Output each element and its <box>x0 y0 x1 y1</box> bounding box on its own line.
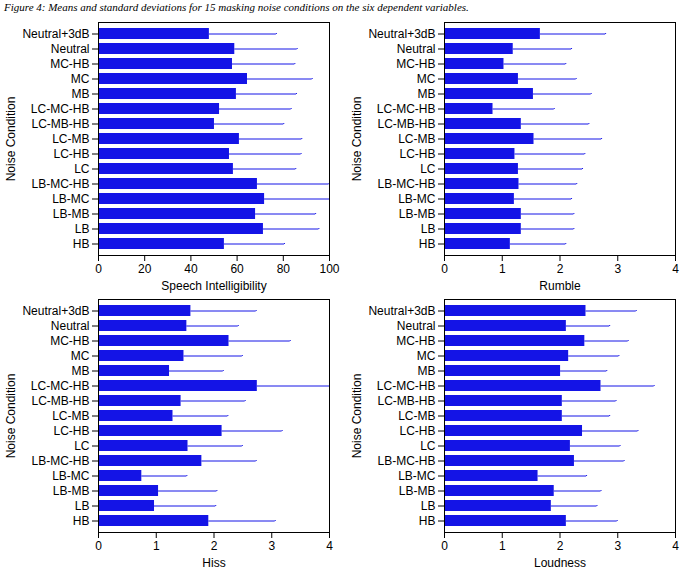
svg-text:2: 2 <box>557 539 564 553</box>
svg-text:MB: MB <box>418 364 436 378</box>
svg-text:LC-HB: LC-HB <box>399 424 435 438</box>
svg-text:2: 2 <box>211 539 218 553</box>
svg-text:Neutral+3dB: Neutral+3dB <box>22 304 89 318</box>
svg-text:20: 20 <box>138 262 152 276</box>
svg-text:LC-HB: LC-HB <box>53 147 89 161</box>
svg-text:MC-HB: MC-HB <box>396 334 435 348</box>
svg-text:LC-HB: LC-HB <box>53 424 89 438</box>
svg-text:Speech Intelligibility: Speech Intelligibility <box>161 279 266 293</box>
svg-text:LB-MC-HB: LB-MC-HB <box>31 454 89 468</box>
svg-text:MB: MB <box>72 87 90 101</box>
svg-text:LC-MC-HB: LC-MC-HB <box>377 379 436 393</box>
svg-text:0: 0 <box>95 539 102 553</box>
svg-text:LC-MB-HB: LC-MB-HB <box>31 394 89 408</box>
svg-text:LB: LB <box>75 222 90 236</box>
svg-text:Hiss: Hiss <box>202 556 225 570</box>
svg-text:MC: MC <box>71 72 90 86</box>
svg-text:MC-HB: MC-HB <box>50 334 89 348</box>
svg-text:LC: LC <box>74 439 90 453</box>
svg-text:0: 0 <box>95 262 102 276</box>
svg-text:LB-MC: LB-MC <box>52 192 90 206</box>
svg-text:3: 3 <box>614 539 621 553</box>
svg-text:3: 3 <box>268 539 275 553</box>
svg-text:60: 60 <box>230 262 244 276</box>
svg-text:MB: MB <box>72 364 90 378</box>
svg-text:LC: LC <box>420 162 436 176</box>
svg-text:LC-MC-HB: LC-MC-HB <box>31 102 90 116</box>
svg-text:MC: MC <box>417 72 436 86</box>
svg-text:LB: LB <box>75 499 90 513</box>
svg-text:40: 40 <box>184 262 198 276</box>
svg-text:HB: HB <box>73 237 90 251</box>
svg-text:LB-MC-HB: LB-MC-HB <box>377 177 435 191</box>
svg-text:LC-MB-HB: LC-MB-HB <box>377 117 435 131</box>
svg-text:Loudness: Loudness <box>534 556 586 570</box>
svg-text:LB: LB <box>421 499 436 513</box>
svg-text:4: 4 <box>326 539 333 553</box>
svg-text:Neutral: Neutral <box>397 319 436 333</box>
svg-text:80: 80 <box>277 262 291 276</box>
svg-text:1: 1 <box>499 262 506 276</box>
svg-text:LB-MB: LB-MB <box>399 207 436 221</box>
svg-text:100: 100 <box>319 262 339 276</box>
svg-text:LB-MB: LB-MB <box>53 207 90 221</box>
svg-text:Rumble: Rumble <box>539 279 581 293</box>
svg-text:Neutral+3dB: Neutral+3dB <box>368 27 435 41</box>
svg-text:LB: LB <box>421 222 436 236</box>
svg-text:Noise Condition: Noise Condition <box>4 374 18 459</box>
svg-text:2: 2 <box>557 262 564 276</box>
svg-text:LC-MB: LC-MB <box>52 409 89 423</box>
svg-text:LB-MB: LB-MB <box>399 484 436 498</box>
svg-text:0: 0 <box>441 262 448 276</box>
svg-text:LC-MB-HB: LC-MB-HB <box>377 394 435 408</box>
svg-text:LC: LC <box>74 162 90 176</box>
svg-text:MC-HB: MC-HB <box>50 57 89 71</box>
svg-text:0: 0 <box>441 539 448 553</box>
svg-text:MC-HB: MC-HB <box>396 57 435 71</box>
svg-text:LC-MB-HB: LC-MB-HB <box>31 117 89 131</box>
svg-text:LC-HB: LC-HB <box>399 147 435 161</box>
svg-text:Noise Condition: Noise Condition <box>350 97 364 182</box>
svg-text:Noise Condition: Noise Condition <box>350 374 364 459</box>
svg-text:4: 4 <box>672 539 679 553</box>
svg-text:Neutral+3dB: Neutral+3dB <box>368 304 435 318</box>
svg-text:LC-MB: LC-MB <box>398 409 435 423</box>
svg-text:Neutral: Neutral <box>51 319 90 333</box>
svg-text:4: 4 <box>672 262 679 276</box>
svg-text:HB: HB <box>419 514 436 528</box>
svg-text:LB-MC-HB: LB-MC-HB <box>31 177 89 191</box>
svg-text:HB: HB <box>419 237 436 251</box>
svg-text:LC-MC-HB: LC-MC-HB <box>377 102 436 116</box>
svg-text:1: 1 <box>499 539 506 553</box>
svg-text:MC: MC <box>71 349 90 363</box>
svg-text:MB: MB <box>418 87 436 101</box>
svg-text:LC-MC-HB: LC-MC-HB <box>31 379 90 393</box>
svg-text:LC-MB: LC-MB <box>398 132 435 146</box>
svg-text:HB: HB <box>73 514 90 528</box>
svg-text:LB-MC: LB-MC <box>398 192 436 206</box>
svg-text:1: 1 <box>153 539 160 553</box>
svg-text:Noise Condition: Noise Condition <box>4 97 18 182</box>
html-text:Figure 4: Means and standard d: Figure 4: Means and standard deviations … <box>4 1 469 13</box>
svg-text:MC: MC <box>417 349 436 363</box>
svg-text:Neutral+3dB: Neutral+3dB <box>22 27 89 41</box>
svg-text:Neutral: Neutral <box>397 42 436 56</box>
svg-text:LB-MC-HB: LB-MC-HB <box>377 454 435 468</box>
svg-text:3: 3 <box>614 262 621 276</box>
svg-text:LC-MB: LC-MB <box>52 132 89 146</box>
svg-text:LB-MB: LB-MB <box>53 484 90 498</box>
svg-text:LC: LC <box>420 439 436 453</box>
svg-text:Neutral: Neutral <box>51 42 90 56</box>
svg-text:LB-MC: LB-MC <box>52 469 90 483</box>
svg-text:LB-MC: LB-MC <box>398 469 436 483</box>
